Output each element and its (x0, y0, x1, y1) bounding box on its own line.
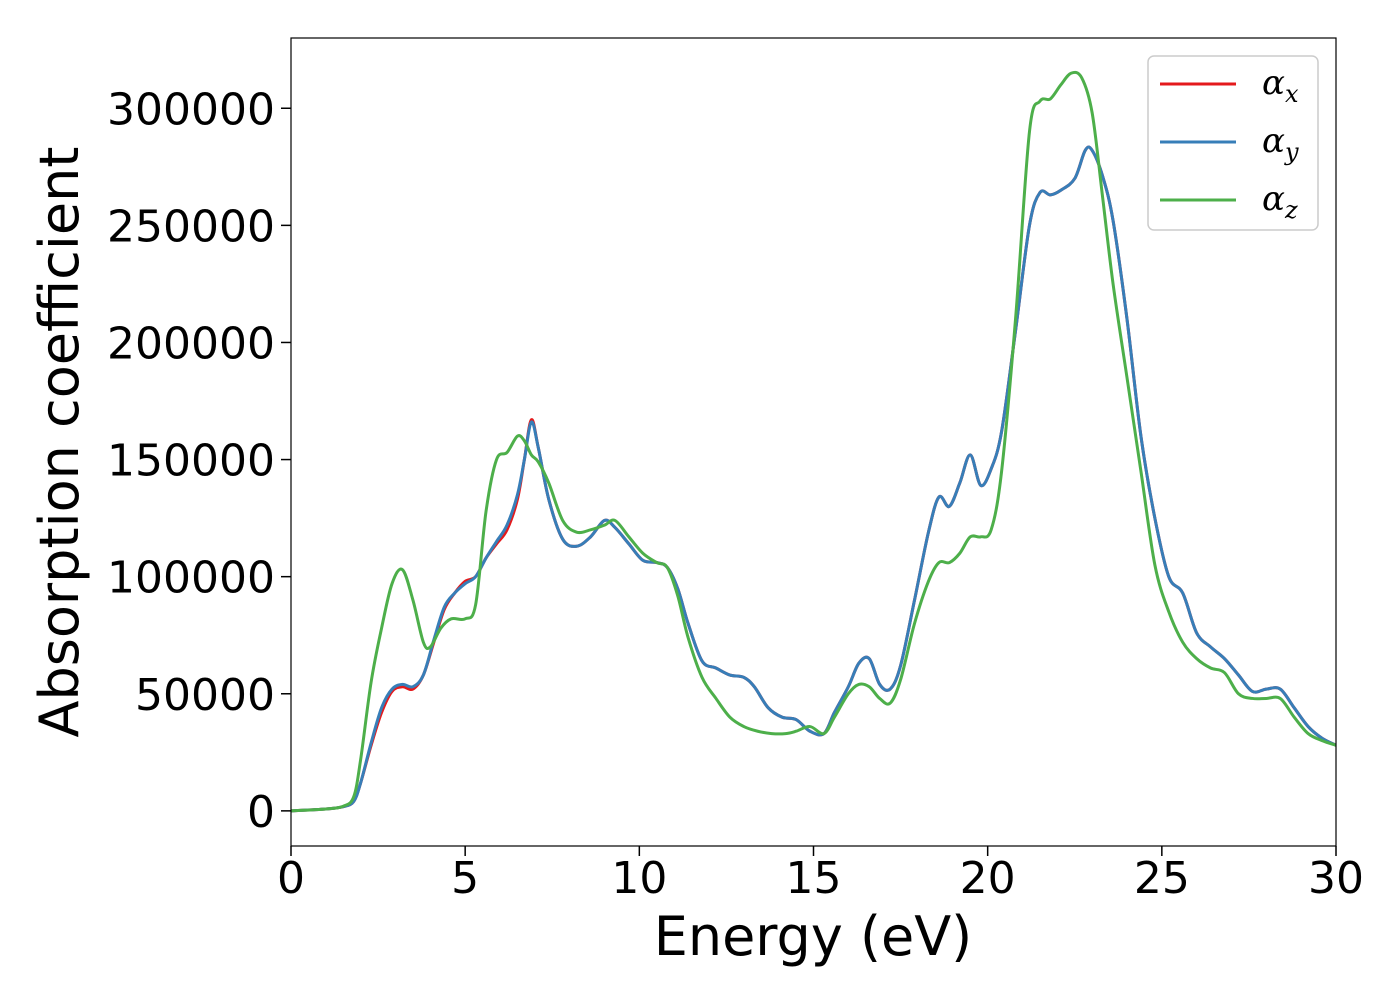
x-axis-title: Energy (eV) (654, 905, 973, 968)
x-tick-label: 20 (960, 853, 1016, 904)
legend-label-y: αy (1262, 121, 1299, 166)
x-tick-label: 0 (277, 853, 305, 904)
y-tick-label: 0 (247, 787, 275, 838)
x-tick-label: 10 (611, 853, 667, 904)
legend-label-z: αz (1262, 179, 1298, 224)
legend-label-x: αx (1262, 63, 1299, 108)
x-tick-label: 5 (451, 853, 479, 904)
y-tick-label: 100000 (107, 553, 275, 604)
y-axis-title: Absorption coefficient (28, 147, 91, 738)
x-axis-ticks: 0 5 10 15 20 25 30 (277, 846, 1364, 904)
x-tick-label: 25 (1134, 853, 1190, 904)
x-tick-label: 15 (786, 853, 842, 904)
y-tick-label: 200000 (107, 318, 275, 369)
y-tick-label: 150000 (107, 436, 275, 487)
series-line-z (291, 70, 1336, 813)
x-tick-label: 30 (1308, 853, 1364, 904)
legend: αx αy αz (1147, 55, 1319, 231)
y-tick-label: 300000 (107, 84, 275, 135)
y-tick-label: 50000 (135, 670, 275, 721)
series-lines (291, 70, 1336, 813)
y-tick-label: 250000 (107, 201, 275, 252)
y-axis-ticks: 0 50000 100000 150000 200000 250000 300000 (107, 84, 291, 838)
